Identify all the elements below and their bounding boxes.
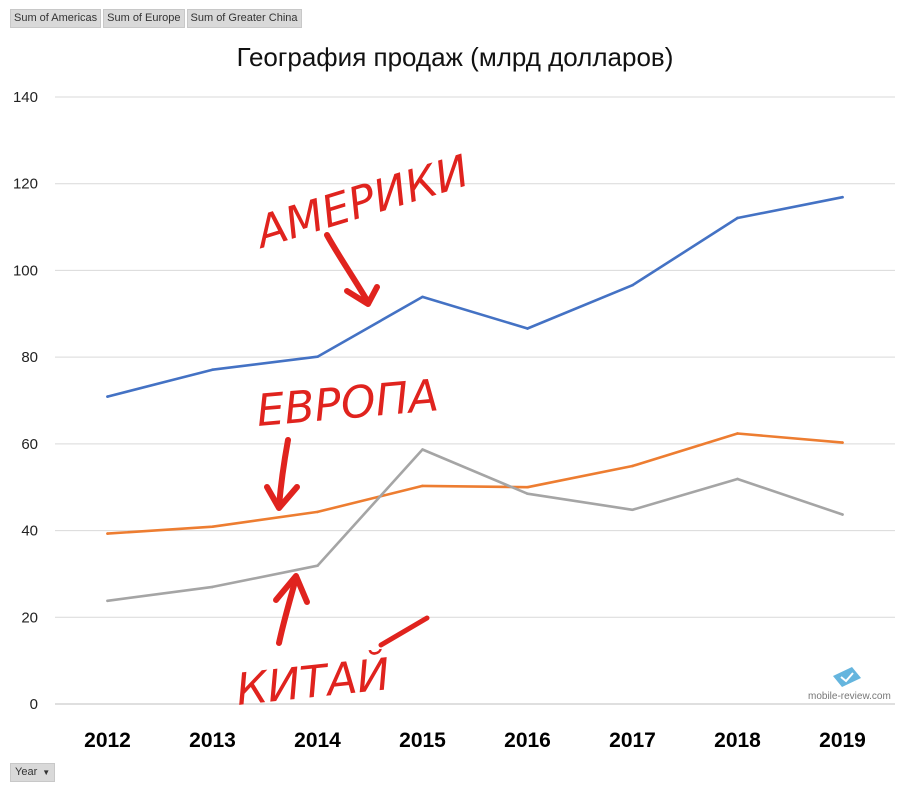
annotation-americas-label: АМЕРИКИ [247,146,475,260]
x-tick-label: 2019 [819,729,866,752]
y-tick-label: 140 [13,89,38,106]
data-point-europe [736,432,739,435]
data-point-china [316,564,319,567]
annotation-china-arrowhead [273,573,310,605]
data-point-china [736,477,739,481]
y-tick-label: 100 [13,262,38,279]
series-line-europe [106,432,844,535]
field-button-greater-china[interactable]: Sum of Greater China [186,9,302,28]
year-field-label: Year [15,766,38,778]
data-point-china [421,448,424,451]
annotation-europe-arrow [276,437,291,509]
x-tick-label: 2013 [189,729,236,752]
y-tick-label: 120 [13,176,38,193]
annotation-americas-arrow [324,232,371,305]
data-point-china [841,513,844,516]
data-point-europe [841,441,844,444]
gridlines [55,96,895,705]
y-tick-label: 80 [21,349,38,366]
annotation-americas-arrowhead [344,284,380,307]
y-axis-ticks: 0 20 40 60 80 100 120 140 [13,89,38,713]
x-tick-label: 2016 [504,729,551,752]
watermark-logo-icon [833,667,861,687]
x-tick-label: 2014 [294,729,341,752]
data-point-americas [106,395,109,398]
data-point-americas [211,368,214,372]
series-line-americas [106,195,844,398]
field-button-europe[interactable]: Sum of Europe [103,9,185,28]
y-tick-label: 0 [30,696,38,713]
field-buttons: Sum of Americas Sum of Europe Sum of Gre… [10,9,302,28]
data-point-americas [841,195,844,199]
data-point-china [106,599,109,603]
watermark-text: mobile-review.com [808,691,891,702]
data-point-europe [316,510,319,514]
series-lines [106,195,844,603]
data-point-europe [106,532,109,535]
data-point-china [631,508,634,512]
data-point-china [211,585,214,589]
x-tick-label: 2017 [609,729,656,752]
field-button-americas[interactable]: Sum of Americas [10,9,102,28]
data-point-americas [736,216,739,220]
data-point-europe [211,525,214,528]
x-tick-label: 2012 [84,729,131,752]
y-tick-label: 40 [21,523,38,540]
x-tick-label: 2015 [399,729,446,752]
dropdown-arrow-icon: ▼ [42,768,51,777]
annotation-china-accent [378,615,430,648]
year-field-button[interactable]: Year ▼ [10,763,56,782]
watermark: mobile-review.com [808,667,891,702]
y-tick-label: 20 [21,609,38,626]
y-tick-label: 60 [21,436,38,453]
annotation-europe-arrowhead [264,484,300,511]
data-point-americas [631,283,634,287]
annotation-europe-label: ЕВРОПА [255,370,441,437]
watermark-check-icon [840,672,854,683]
x-tick-label: 2018 [714,729,761,752]
data-point-china [526,492,529,496]
data-point-americas [421,295,424,299]
data-point-americas [316,355,319,359]
x-axis-ticks: 2012 2013 2014 2015 2016 2017 2018 2019 [84,729,866,752]
series-line-china [106,448,844,603]
chart-title: География продаж (млрд долларов) [237,42,674,72]
annotation-china: КИТАЙ [234,573,430,716]
annotation-china-arrow [276,575,299,646]
data-point-americas [526,327,529,330]
data-point-europe [526,485,529,489]
data-point-europe [631,464,634,468]
annotation-china-label: КИТАЙ [234,647,393,716]
annotation-americas: АМЕРИКИ [247,146,475,307]
data-point-europe [421,484,424,488]
